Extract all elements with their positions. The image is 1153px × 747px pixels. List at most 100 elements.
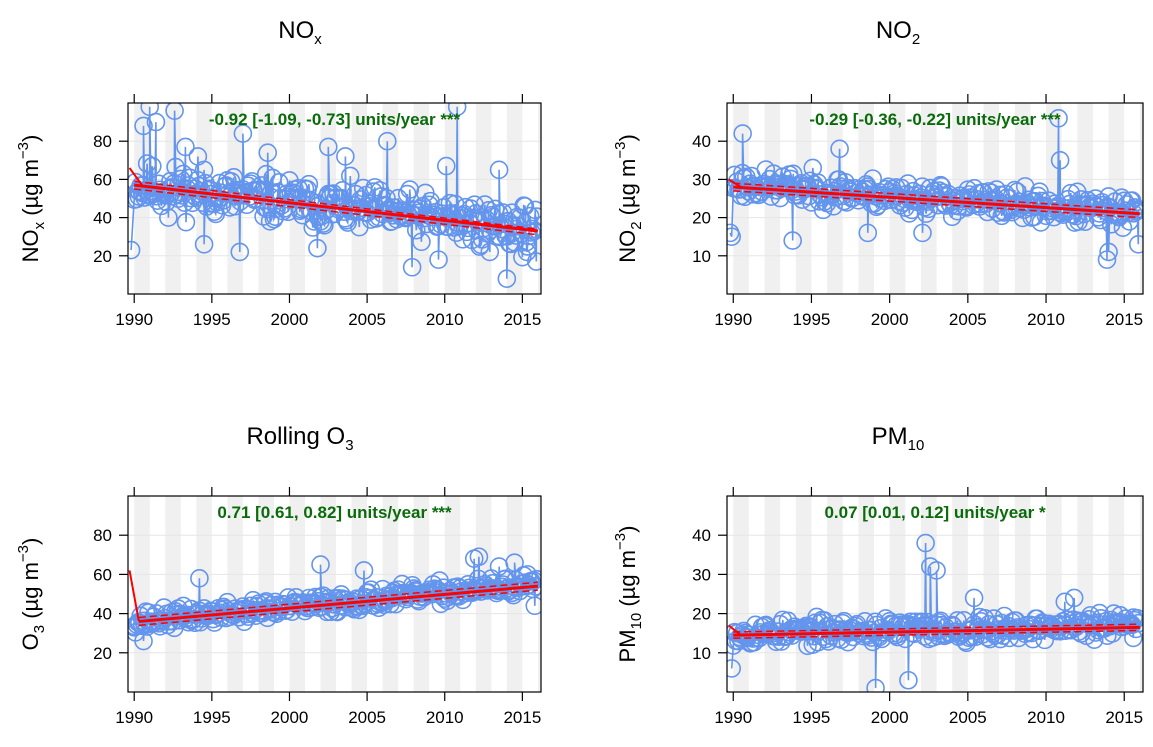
year-band bbox=[858, 496, 875, 692]
y-tick-label: 60 bbox=[93, 170, 112, 189]
x-tick-label: 2000 bbox=[871, 708, 909, 727]
year-band bbox=[134, 496, 150, 692]
trend-line bbox=[733, 625, 1140, 637]
x-tick-label: 2015 bbox=[1105, 708, 1143, 727]
y-tick-label: 80 bbox=[93, 132, 112, 151]
y-tick-label: 80 bbox=[93, 526, 112, 545]
year-band bbox=[1046, 496, 1062, 692]
y-axis-label: PM10 (µg m−3) bbox=[612, 526, 645, 663]
data-point bbox=[513, 247, 532, 267]
data-point bbox=[733, 124, 752, 143]
data-point bbox=[830, 139, 849, 159]
x-tick-label: 2015 bbox=[1105, 310, 1143, 329]
trend-group bbox=[727, 623, 1140, 640]
y-tick-label: 10 bbox=[692, 247, 711, 266]
data-point bbox=[230, 242, 250, 262]
year-band bbox=[952, 496, 968, 692]
series-group bbox=[727, 533, 1143, 692]
data-point bbox=[165, 103, 184, 120]
data-point bbox=[527, 207, 541, 226]
x-tick-label: 2010 bbox=[1027, 310, 1065, 329]
x-tick-label: 2010 bbox=[426, 310, 464, 329]
data-point bbox=[1064, 588, 1084, 608]
x-tick-label: 1995 bbox=[193, 708, 231, 727]
year-band bbox=[889, 496, 906, 692]
data-point bbox=[480, 242, 500, 262]
data-point bbox=[497, 269, 517, 289]
y-tick-label: 30 bbox=[692, 170, 711, 189]
year-band bbox=[537, 103, 541, 294]
y-tick-label: 10 bbox=[692, 644, 711, 663]
x-tick-label: 2015 bbox=[503, 310, 541, 329]
x-tick-label: 2005 bbox=[949, 310, 987, 329]
y-tick-label: 40 bbox=[692, 132, 711, 151]
panel-1: NOx -0.92 [-1.09, -0.73] units/year *** 19… bbox=[15, 17, 542, 329]
x-tick-label: 2000 bbox=[271, 708, 309, 727]
year-band bbox=[827, 496, 843, 692]
trend-line bbox=[134, 183, 539, 233]
year-band bbox=[1139, 103, 1143, 294]
data-point bbox=[338, 213, 357, 232]
data-point bbox=[333, 181, 352, 200]
panel-title: Rolling O3 bbox=[246, 423, 353, 454]
trend-group bbox=[728, 178, 1140, 219]
data-point bbox=[159, 208, 178, 227]
data-point bbox=[308, 238, 327, 258]
x-tick-label: 2015 bbox=[503, 708, 541, 727]
data-point bbox=[134, 116, 153, 136]
y-axis-label: NO2 (µg m−3) bbox=[612, 134, 645, 263]
y-tick-label: 40 bbox=[93, 605, 112, 624]
data-point bbox=[1127, 201, 1143, 221]
trend-line bbox=[138, 584, 539, 623]
data-point bbox=[377, 131, 397, 151]
year-band bbox=[1014, 496, 1031, 692]
data-point bbox=[739, 182, 759, 201]
plot-frame bbox=[127, 102, 542, 295]
data-point bbox=[489, 160, 509, 180]
panel-title: PM10 bbox=[872, 423, 925, 454]
data-point bbox=[318, 137, 338, 157]
trend-group bbox=[128, 570, 539, 627]
trend-group bbox=[128, 167, 539, 236]
data-point bbox=[525, 596, 541, 616]
data-point bbox=[194, 235, 214, 254]
data-point bbox=[1129, 613, 1143, 633]
data-point bbox=[913, 223, 932, 243]
year-band bbox=[165, 496, 181, 692]
data-point bbox=[1116, 201, 1135, 220]
year-band bbox=[920, 496, 937, 692]
data-point bbox=[397, 184, 417, 204]
year-bands bbox=[733, 496, 1143, 692]
data-point bbox=[190, 569, 209, 588]
data-point bbox=[527, 252, 541, 271]
year-band bbox=[795, 496, 812, 692]
data-point bbox=[421, 191, 440, 211]
data-point bbox=[1055, 592, 1075, 612]
data-point bbox=[176, 137, 195, 157]
y-tick-label: 30 bbox=[692, 565, 711, 584]
data-point bbox=[336, 147, 355, 166]
data-point bbox=[727, 227, 741, 246]
data-point bbox=[524, 571, 541, 590]
data-point bbox=[1129, 235, 1143, 254]
trend-lower-ci bbox=[733, 190, 1140, 219]
x-tick-label: 2000 bbox=[271, 310, 309, 329]
data-point bbox=[354, 561, 374, 580]
plot-frame bbox=[726, 102, 1144, 295]
panel-title: NO2 bbox=[876, 17, 920, 48]
data-point bbox=[194, 160, 214, 180]
year-band bbox=[196, 496, 212, 692]
trend-annotation: -0.92 [-1.09, -0.73] units/year *** bbox=[209, 110, 461, 129]
data-point bbox=[783, 231, 802, 250]
trend-upper-ci bbox=[733, 182, 1140, 211]
data-point bbox=[258, 143, 278, 162]
data-point bbox=[152, 196, 171, 216]
y-tick-label: 40 bbox=[692, 526, 711, 545]
trend-annotation: 0.71 [0.61, 0.82] units/year *** bbox=[217, 503, 452, 522]
data-point bbox=[176, 212, 196, 232]
data-point bbox=[916, 533, 935, 553]
data-point bbox=[515, 196, 535, 216]
trend-annotation: 0.07 [0.01, 0.12] units/year * bbox=[824, 503, 1046, 522]
data-point bbox=[927, 561, 946, 580]
plot-frame bbox=[726, 495, 1144, 693]
